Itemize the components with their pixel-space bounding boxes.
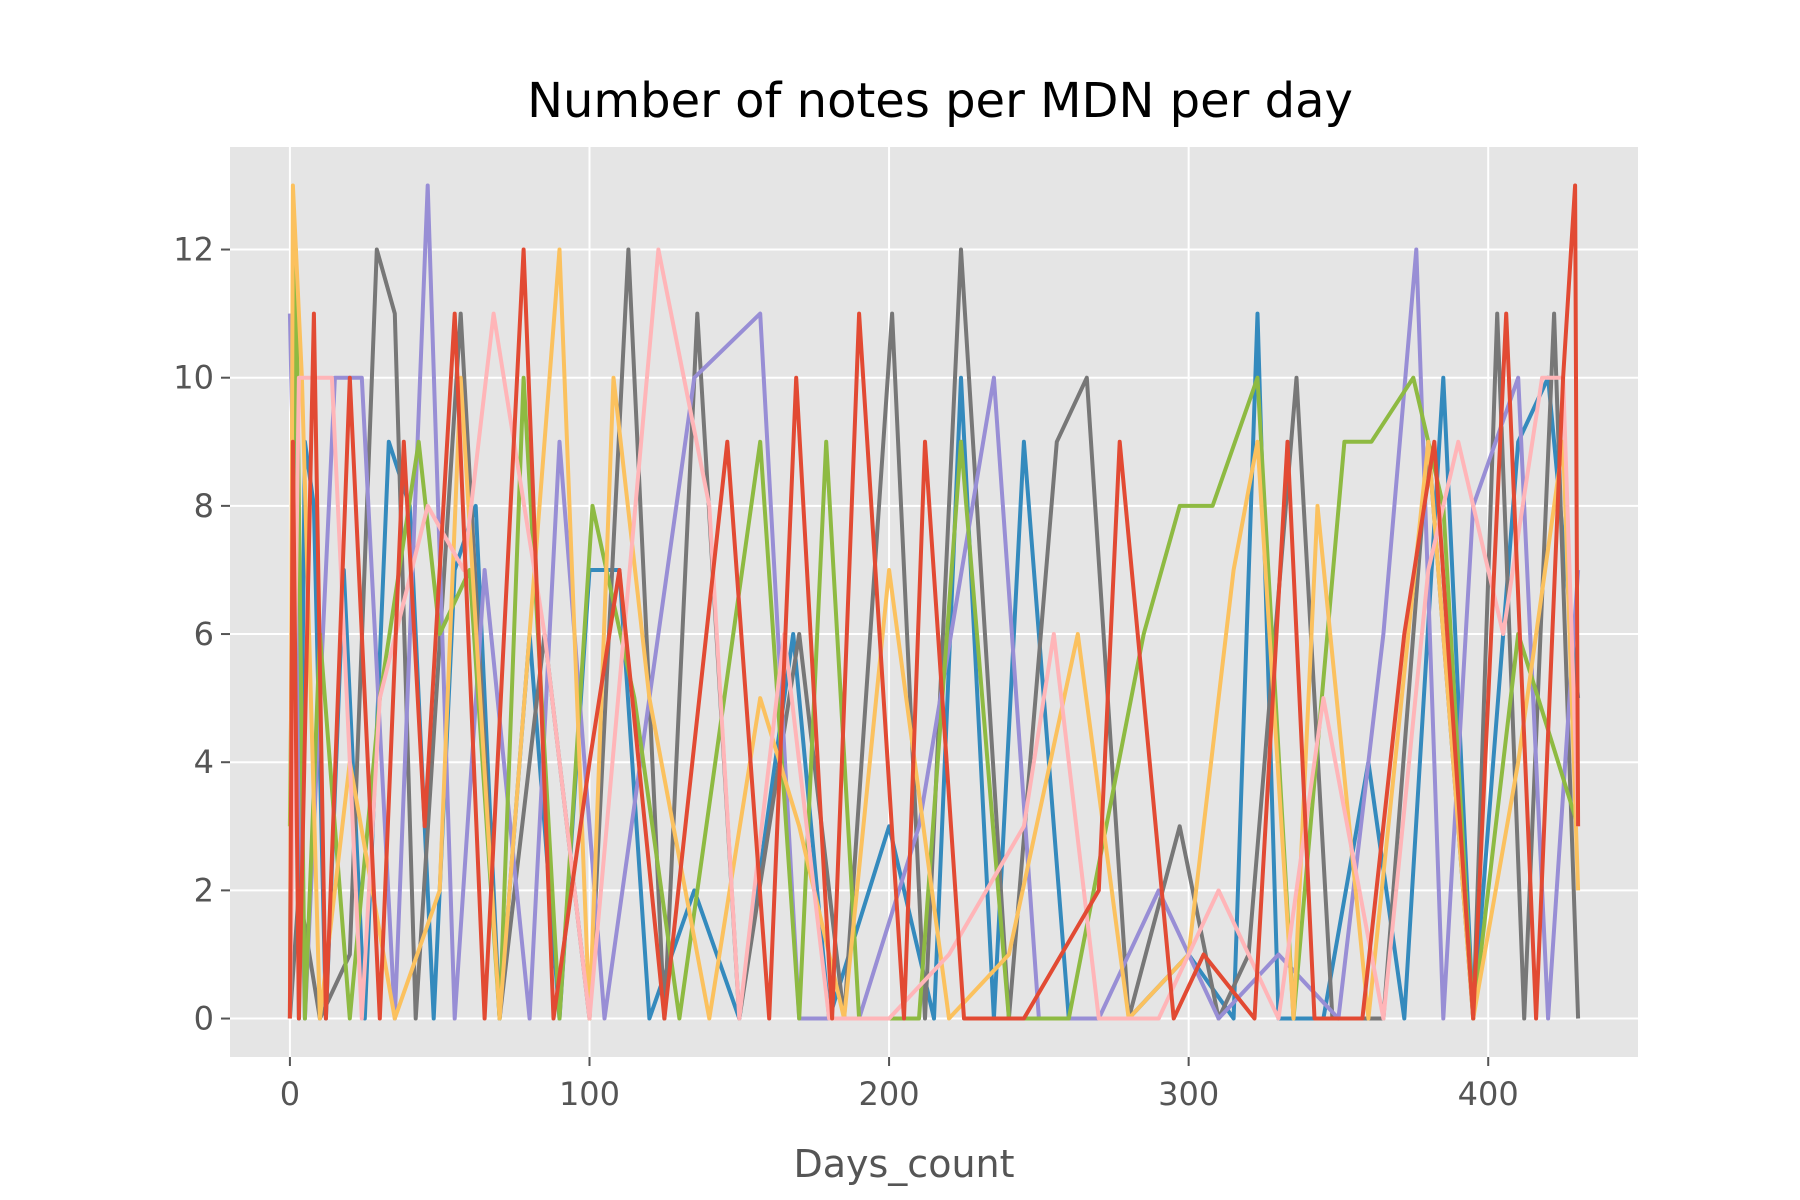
axis-ticks: 0 100 200 300 400 0 2 4 6 8 10 12 bbox=[173, 231, 1518, 1113]
series-line-6 bbox=[287, 247, 1581, 1021]
y-tick-label: 10 bbox=[173, 359, 214, 397]
y-tick-label: 2 bbox=[194, 871, 214, 909]
series-line-2 bbox=[287, 247, 1581, 1021]
series-lines bbox=[287, 183, 1581, 1021]
y-tick-label: 12 bbox=[173, 231, 214, 269]
series-line-7 bbox=[287, 183, 1581, 1021]
x-tick-label: 400 bbox=[1458, 1075, 1519, 1113]
x-tick-label: 0 bbox=[280, 1075, 300, 1113]
y-tick-label: 8 bbox=[194, 487, 214, 525]
series-line-4 bbox=[287, 247, 1581, 1021]
y-tick-label: 0 bbox=[194, 1000, 214, 1038]
x-axis-label: Days_count bbox=[793, 1142, 1014, 1186]
x-tick-label: 300 bbox=[1158, 1075, 1219, 1113]
x-tick-label: 200 bbox=[859, 1075, 920, 1113]
y-tick-label: 6 bbox=[194, 615, 214, 653]
y-tick-label: 4 bbox=[194, 743, 214, 781]
x-tick-label: 100 bbox=[559, 1075, 620, 1113]
chart-title: Number of notes per MDN per day bbox=[527, 73, 1353, 129]
